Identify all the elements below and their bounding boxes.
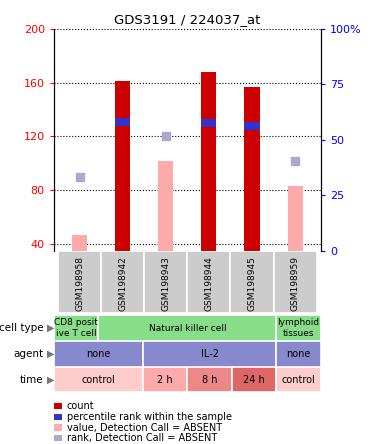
Text: CD8 posit
ive T cell: CD8 posit ive T cell — [54, 318, 98, 338]
Text: GSM198958: GSM198958 — [75, 256, 84, 311]
Bar — [230, 251, 273, 313]
Text: lymphoid
tissues: lymphoid tissues — [278, 318, 320, 338]
Bar — [276, 341, 321, 367]
Bar — [201, 119, 216, 127]
Bar — [244, 87, 260, 251]
Bar — [58, 251, 101, 313]
Text: agent: agent — [14, 349, 44, 359]
Title: GDS3191 / 224037_at: GDS3191 / 224037_at — [114, 13, 260, 26]
Text: rank, Detection Call = ABSENT: rank, Detection Call = ABSENT — [67, 433, 217, 443]
Bar — [144, 251, 187, 313]
Bar — [54, 367, 143, 392]
Text: value, Detection Call = ABSENT: value, Detection Call = ABSENT — [67, 423, 222, 432]
Text: 8 h: 8 h — [202, 375, 217, 385]
Bar — [288, 186, 303, 251]
Text: percentile rank within the sample: percentile rank within the sample — [67, 412, 232, 422]
Bar — [101, 251, 144, 313]
Text: Natural killer cell: Natural killer cell — [148, 324, 226, 333]
Bar — [158, 161, 173, 251]
Text: GSM198944: GSM198944 — [204, 256, 213, 311]
Text: count: count — [67, 401, 94, 411]
Text: ▶: ▶ — [47, 349, 55, 359]
Text: IL-2: IL-2 — [201, 349, 219, 359]
Bar — [72, 235, 87, 251]
Text: GSM198945: GSM198945 — [247, 256, 256, 311]
Bar — [276, 315, 321, 341]
Text: GSM198959: GSM198959 — [290, 256, 299, 311]
Bar — [276, 367, 321, 392]
Bar — [98, 315, 276, 341]
Bar — [115, 118, 130, 126]
Bar — [54, 315, 98, 341]
Text: control: control — [82, 375, 115, 385]
Text: time: time — [20, 375, 44, 385]
Bar — [232, 367, 276, 392]
Bar — [143, 367, 187, 392]
Text: none: none — [286, 349, 311, 359]
Bar — [244, 122, 260, 130]
Bar — [273, 251, 316, 313]
Text: GSM198943: GSM198943 — [161, 256, 170, 311]
Text: cell type: cell type — [0, 323, 44, 333]
Bar — [54, 341, 143, 367]
Text: control: control — [282, 375, 315, 385]
Text: 2 h: 2 h — [157, 375, 173, 385]
Text: none: none — [86, 349, 111, 359]
Bar — [143, 341, 276, 367]
Bar — [201, 72, 216, 251]
Bar — [187, 251, 230, 313]
Text: 24 h: 24 h — [243, 375, 265, 385]
Text: ▶: ▶ — [47, 323, 55, 333]
Bar — [115, 81, 130, 251]
Text: ▶: ▶ — [47, 375, 55, 385]
Bar — [187, 367, 232, 392]
Text: GSM198942: GSM198942 — [118, 256, 127, 311]
